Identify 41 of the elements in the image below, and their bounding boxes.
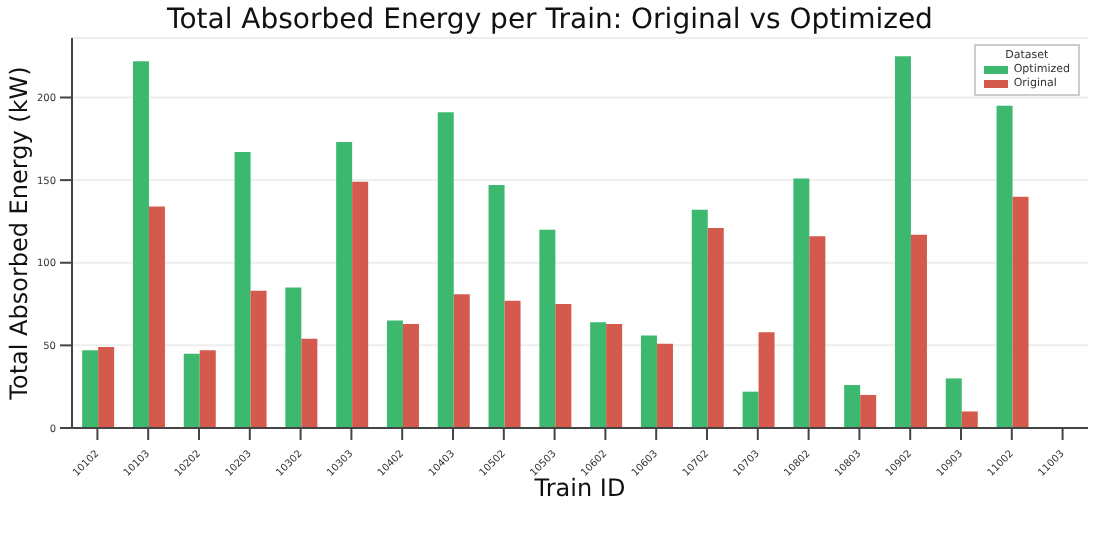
bar [82,350,99,428]
y-axis-title: Total Absorbed Energy (kW) [4,66,33,402]
bar [758,332,775,428]
bar [1012,196,1029,428]
bar [402,323,419,428]
bar [132,61,149,428]
bar [606,323,623,428]
bar [656,343,673,428]
bar [590,322,607,428]
x-axis-title: Train ID [532,474,626,502]
bar [640,335,657,428]
bar [148,206,165,428]
bar [234,152,251,428]
bar [996,105,1013,428]
bar [336,142,353,428]
bar [301,338,318,428]
bar [250,290,267,428]
bar [555,304,572,428]
bar [910,234,927,428]
bar [945,378,962,428]
bar [844,385,861,428]
bar [352,181,369,428]
bar [793,178,810,428]
bar [285,287,302,428]
bar [504,300,521,428]
bar [707,228,724,428]
bar [691,209,708,428]
bar [809,236,826,428]
bar [98,347,115,428]
bar [961,411,978,428]
bar [183,353,200,428]
bar [488,185,505,428]
bar [742,391,759,428]
bar [453,294,470,428]
bar [437,112,454,428]
chart-title: Total Absorbed Energy per Train: Original vs Optimized [165,4,935,36]
bar [386,320,403,428]
bar [894,56,911,428]
bar [539,229,556,428]
bar [199,350,216,428]
bar [860,394,877,428]
